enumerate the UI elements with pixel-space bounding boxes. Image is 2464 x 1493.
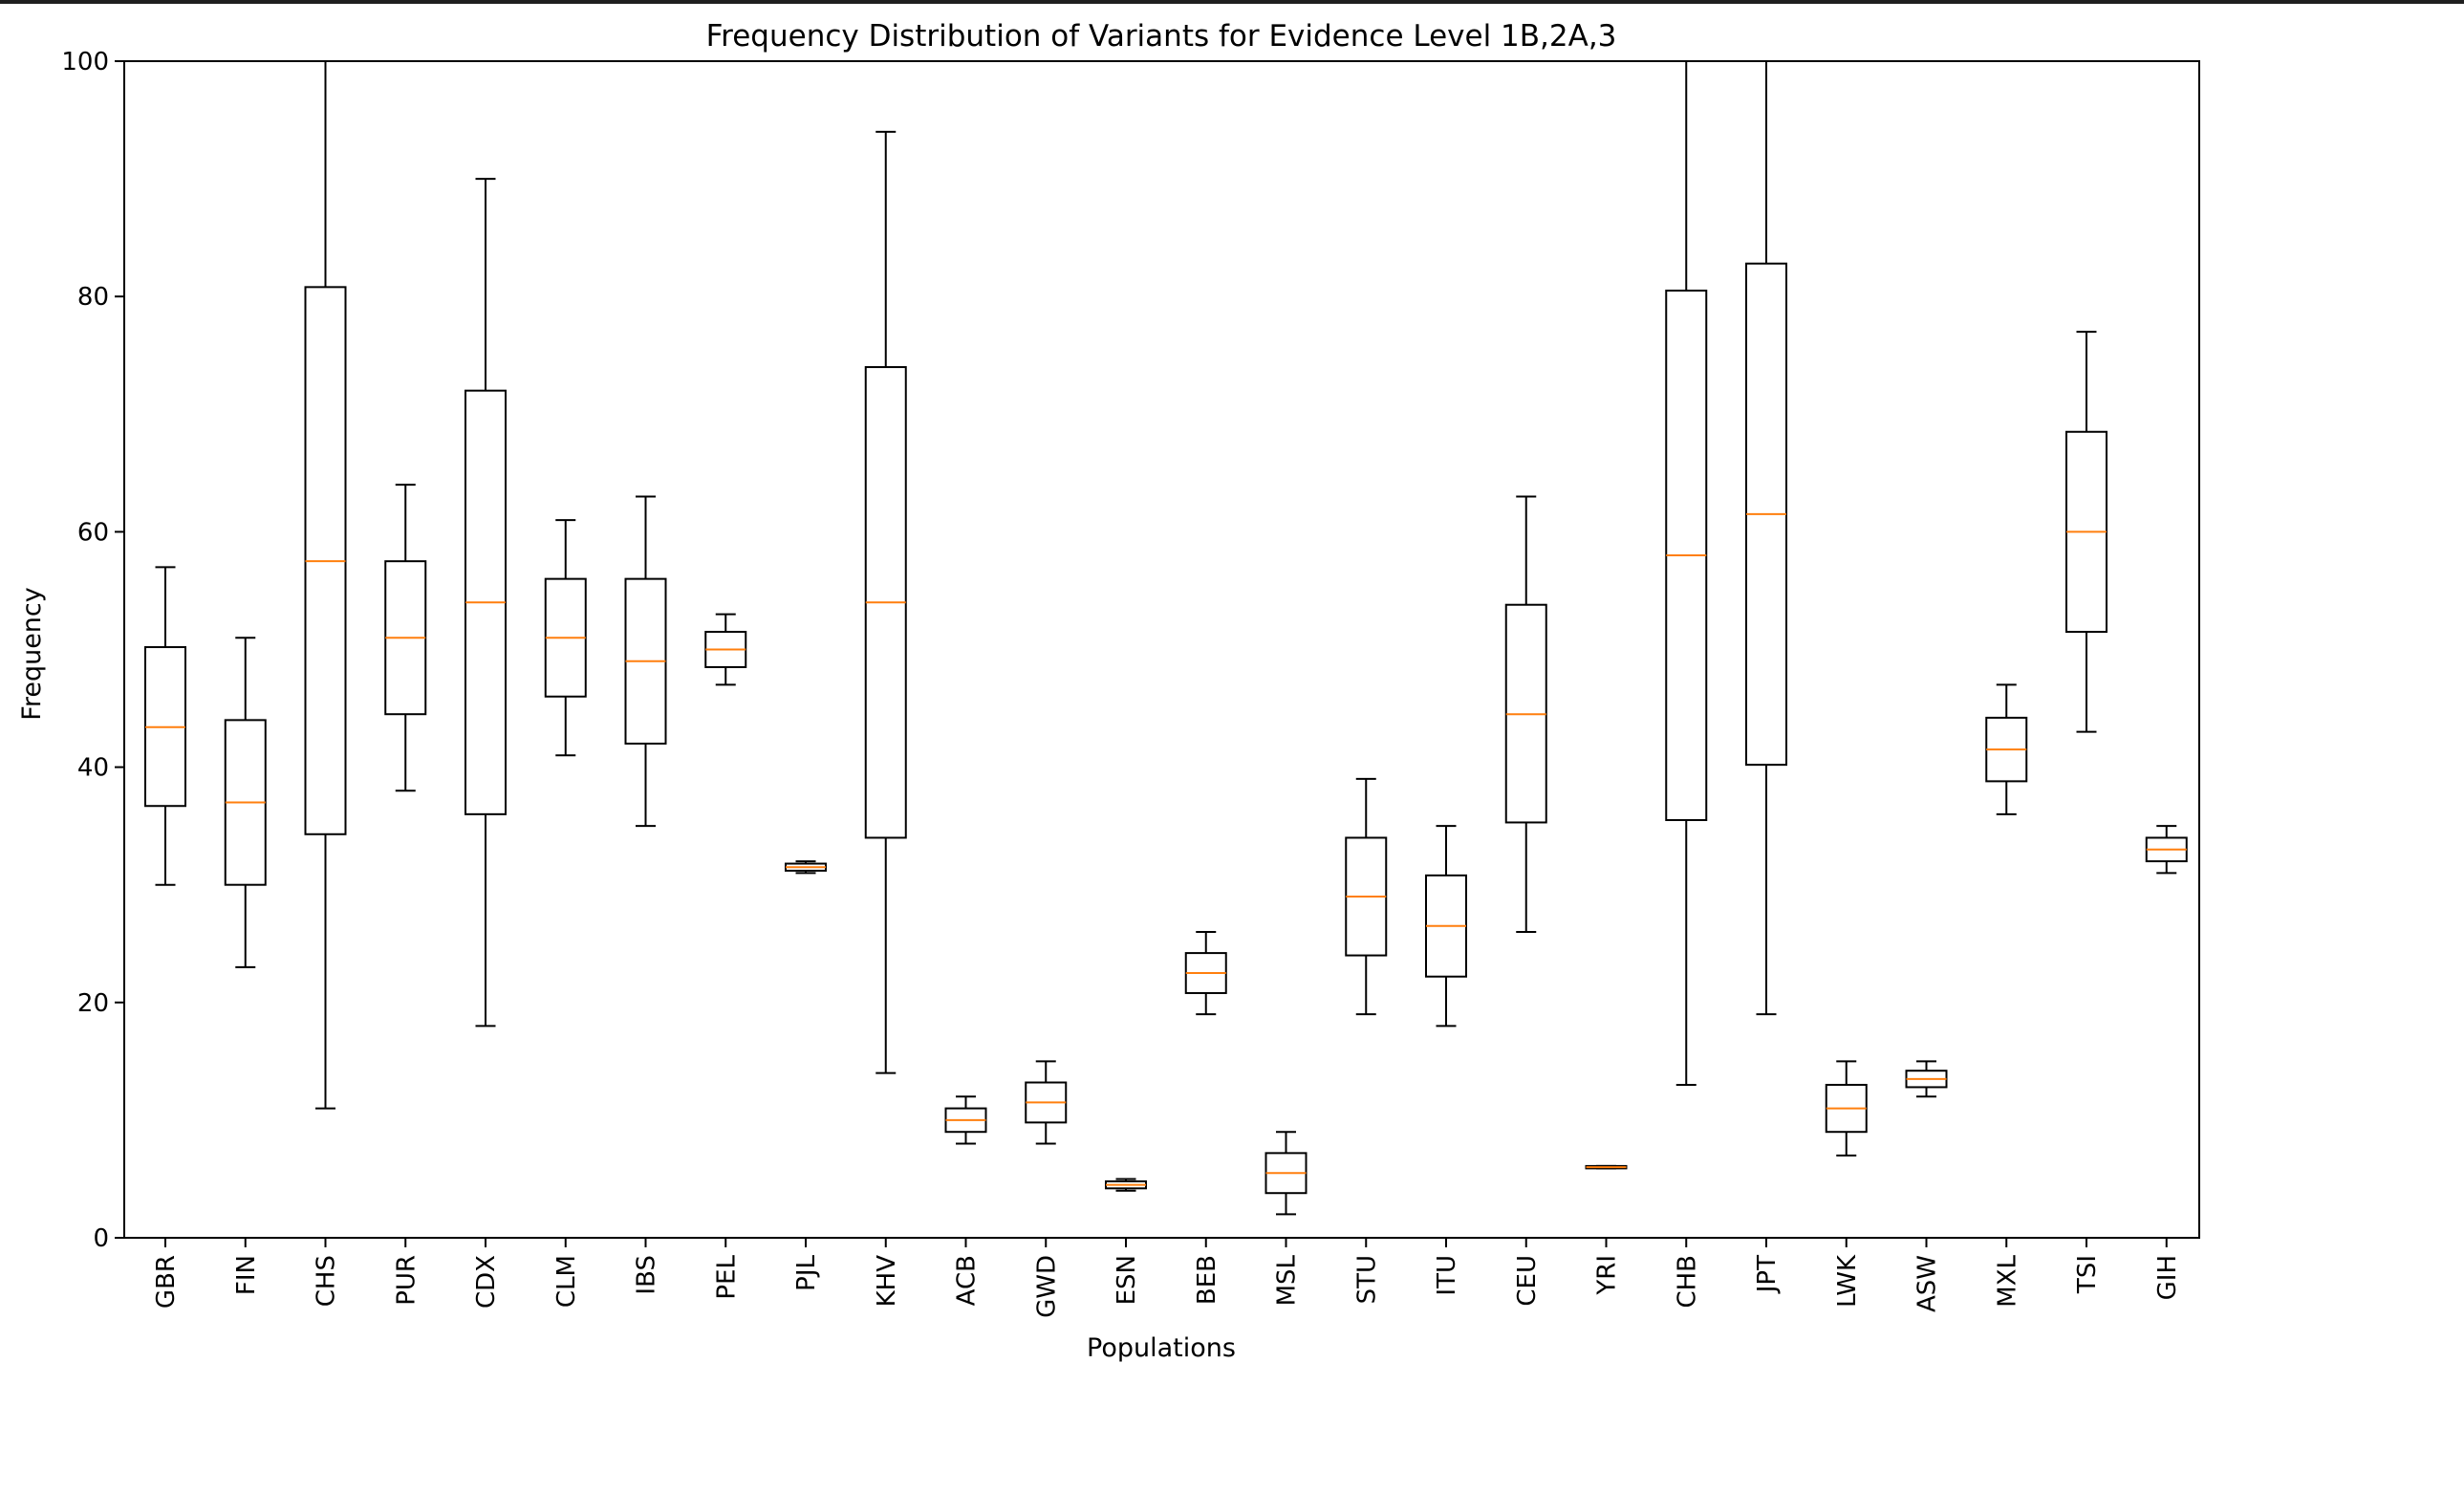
x-tick-label: IBS: [633, 1255, 661, 1295]
x-tick-label: JPT: [1753, 1255, 1782, 1294]
x-tick-label: MSL: [1273, 1254, 1302, 1306]
chart-marks: 0 20 40 60 80 100 GBR FIN CHS PUR CDX CLM IBS PEL PJL K…: [61, 48, 2188, 1318]
x-tick-label: ITU: [1433, 1255, 1461, 1296]
x-tick-label: TSI: [2073, 1255, 2102, 1294]
y-tick-label: 20: [77, 989, 109, 1018]
y-tick-label: 0: [93, 1224, 109, 1253]
x-tick-label: YRI: [1593, 1255, 1622, 1296]
y-tick-label: 100: [61, 48, 109, 76]
x-tick-label: MXL: [1993, 1254, 2021, 1307]
x-tick-label: KHV: [873, 1255, 901, 1308]
x-tick-label: CLM: [552, 1255, 581, 1308]
x-tick-label: CHB: [1673, 1255, 1701, 1309]
x-tick-label: PJL: [792, 1254, 821, 1290]
chart-title: Frequency Distribution of Variants for E…: [706, 19, 1617, 54]
x-tick-label: BEB: [1193, 1255, 1221, 1305]
x-tick-label: CEU: [1513, 1255, 1542, 1307]
x-tick-label: ASW: [1913, 1255, 1942, 1312]
window-top-border: [0, 0, 2464, 4]
x-tick-label: ACB: [953, 1255, 982, 1306]
x-tick-label: ESN: [1113, 1255, 1141, 1305]
x-tick-label: CDX: [472, 1255, 501, 1309]
x-tick-label: FIN: [232, 1255, 261, 1295]
x-tick-label: PUR: [392, 1255, 421, 1306]
x-tick-label: PEL: [712, 1254, 741, 1299]
x-tick-label: GBR: [152, 1255, 181, 1309]
x-tick-label: GIH: [2153, 1255, 2182, 1300]
x-tick-label: GWD: [1032, 1255, 1061, 1318]
plot-area-frame: [123, 60, 2200, 1239]
y-tick-label: 60: [77, 518, 109, 547]
x-tick-label: CHS: [313, 1255, 341, 1307]
y-tick-label: 40: [77, 754, 109, 783]
x-axis-label: Populations: [1087, 1333, 1236, 1363]
x-tick-label: LWK: [1833, 1254, 1862, 1308]
y-axis-label: Frequency: [17, 587, 47, 721]
y-tick-label: 80: [77, 283, 109, 312]
x-tick-label: STU: [1352, 1255, 1381, 1304]
